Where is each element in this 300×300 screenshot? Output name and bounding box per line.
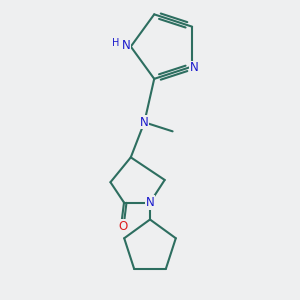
Text: N: N (190, 61, 199, 74)
Text: N: N (140, 116, 149, 129)
Text: H: H (112, 38, 120, 48)
Text: N: N (122, 39, 130, 52)
Text: O: O (118, 220, 128, 233)
Text: N: N (146, 196, 154, 209)
